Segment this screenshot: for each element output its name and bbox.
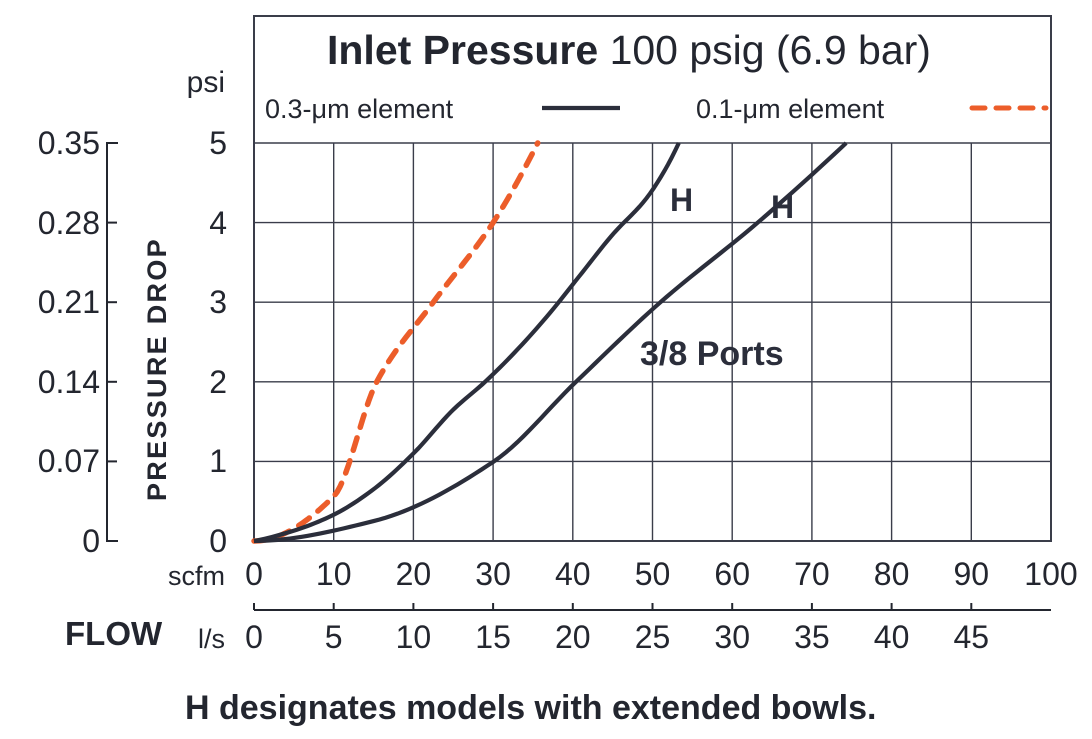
svg-text:20: 20: [396, 556, 432, 592]
svg-text:0: 0: [245, 619, 263, 655]
svg-text:40: 40: [874, 619, 910, 655]
svg-text:80: 80: [874, 556, 910, 592]
svg-text:5: 5: [209, 125, 227, 161]
svg-text:0.35: 0.35: [38, 125, 100, 161]
svg-text:H: H: [670, 182, 693, 218]
svg-text:10: 10: [316, 556, 352, 592]
svg-text:0.28: 0.28: [38, 205, 100, 241]
svg-text:70: 70: [794, 556, 830, 592]
svg-text:H: H: [771, 189, 794, 225]
svg-text:l/s: l/s: [198, 624, 225, 654]
svg-text:20: 20: [555, 619, 591, 655]
svg-text:0.21: 0.21: [38, 284, 100, 320]
svg-text:Inlet Pressure 100 psig (6.9 b: Inlet Pressure 100 psig (6.9 bar): [327, 27, 931, 73]
svg-text:scfm: scfm: [168, 561, 225, 591]
svg-text:0.14: 0.14: [38, 364, 100, 400]
svg-text:FLOW: FLOW: [65, 615, 163, 652]
svg-text:H designates models with exten: H designates models with extended bowls.: [185, 689, 876, 727]
svg-text:60: 60: [714, 556, 750, 592]
svg-text:0.07: 0.07: [38, 443, 100, 479]
svg-text:3: 3: [209, 284, 227, 320]
svg-text:30: 30: [475, 556, 511, 592]
svg-text:4: 4: [209, 205, 227, 241]
svg-text:0: 0: [82, 523, 100, 559]
svg-text:0.3-μm element: 0.3-μm element: [265, 94, 454, 124]
svg-text:40: 40: [555, 556, 591, 592]
svg-text:15: 15: [475, 619, 511, 655]
svg-text:1: 1: [209, 443, 227, 479]
svg-text:35: 35: [794, 619, 830, 655]
svg-text:0: 0: [245, 556, 263, 592]
svg-text:90: 90: [954, 556, 990, 592]
svg-text:PRESSURE DROP: PRESSURE DROP: [142, 237, 172, 501]
svg-text:45: 45: [954, 619, 990, 655]
svg-text:0.1-μm element: 0.1-μm element: [696, 94, 885, 124]
svg-text:0: 0: [209, 523, 227, 559]
svg-text:3/8 Ports: 3/8 Ports: [640, 335, 784, 373]
svg-text:psi: psi: [187, 66, 225, 99]
svg-text:10: 10: [396, 619, 432, 655]
svg-text:25: 25: [635, 619, 671, 655]
svg-text:2: 2: [209, 364, 227, 400]
svg-text:30: 30: [714, 619, 750, 655]
svg-text:50: 50: [635, 556, 671, 592]
svg-text:100: 100: [1024, 556, 1077, 592]
svg-text:5: 5: [325, 619, 343, 655]
